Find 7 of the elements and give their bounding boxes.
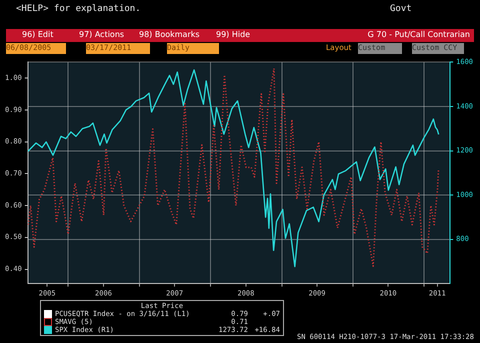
text: 97) Actions — [79, 30, 124, 39]
text: Govt — [390, 4, 412, 14]
text: 99) Hide — [216, 30, 250, 39]
text: 98) Bookmarks — [139, 30, 200, 39]
text: <HELP> for explanation. — [16, 4, 141, 14]
text: 96) Edit — [22, 30, 54, 39]
chart-title: G 70 - Put/Call Contrarian — [368, 30, 470, 39]
